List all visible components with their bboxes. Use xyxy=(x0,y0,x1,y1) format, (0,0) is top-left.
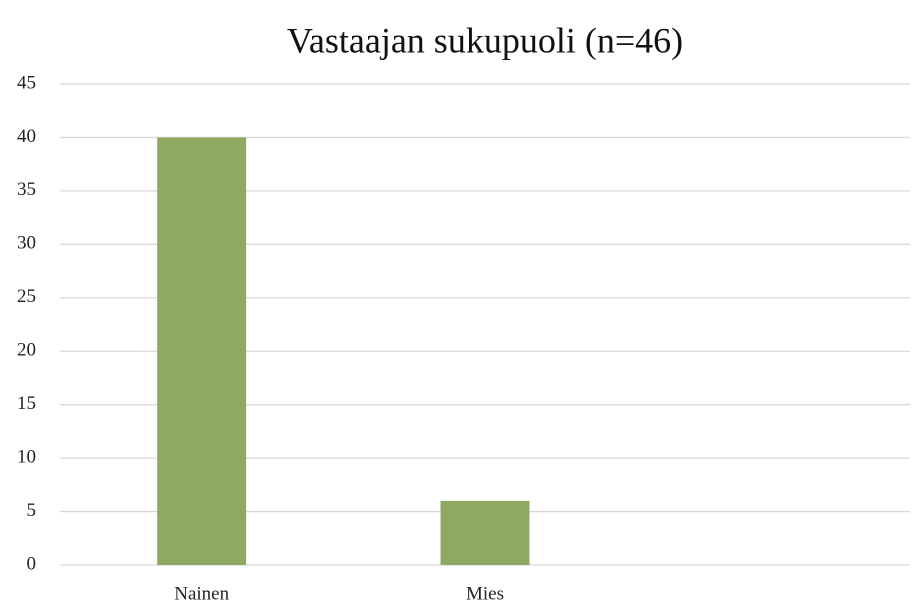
y-tick-label: 15 xyxy=(17,393,36,414)
chart-title: Vastaajan sukupuoli (n=46) xyxy=(287,20,683,60)
y-tick-label: 25 xyxy=(17,286,36,307)
y-tick-label: 10 xyxy=(17,446,36,467)
y-tick-label: 45 xyxy=(17,72,36,93)
y-tick-label: 35 xyxy=(17,179,36,200)
bar xyxy=(440,500,530,565)
y-tick-label: 5 xyxy=(27,500,37,521)
y-tick-label: 30 xyxy=(17,233,36,254)
y-tick-label: 40 xyxy=(17,126,36,147)
bar xyxy=(157,137,247,565)
y-tick-label: 0 xyxy=(27,553,37,574)
x-tick-label: Mies xyxy=(466,583,504,604)
y-tick-label: 20 xyxy=(17,340,36,361)
x-tick-label: Nainen xyxy=(174,583,229,604)
